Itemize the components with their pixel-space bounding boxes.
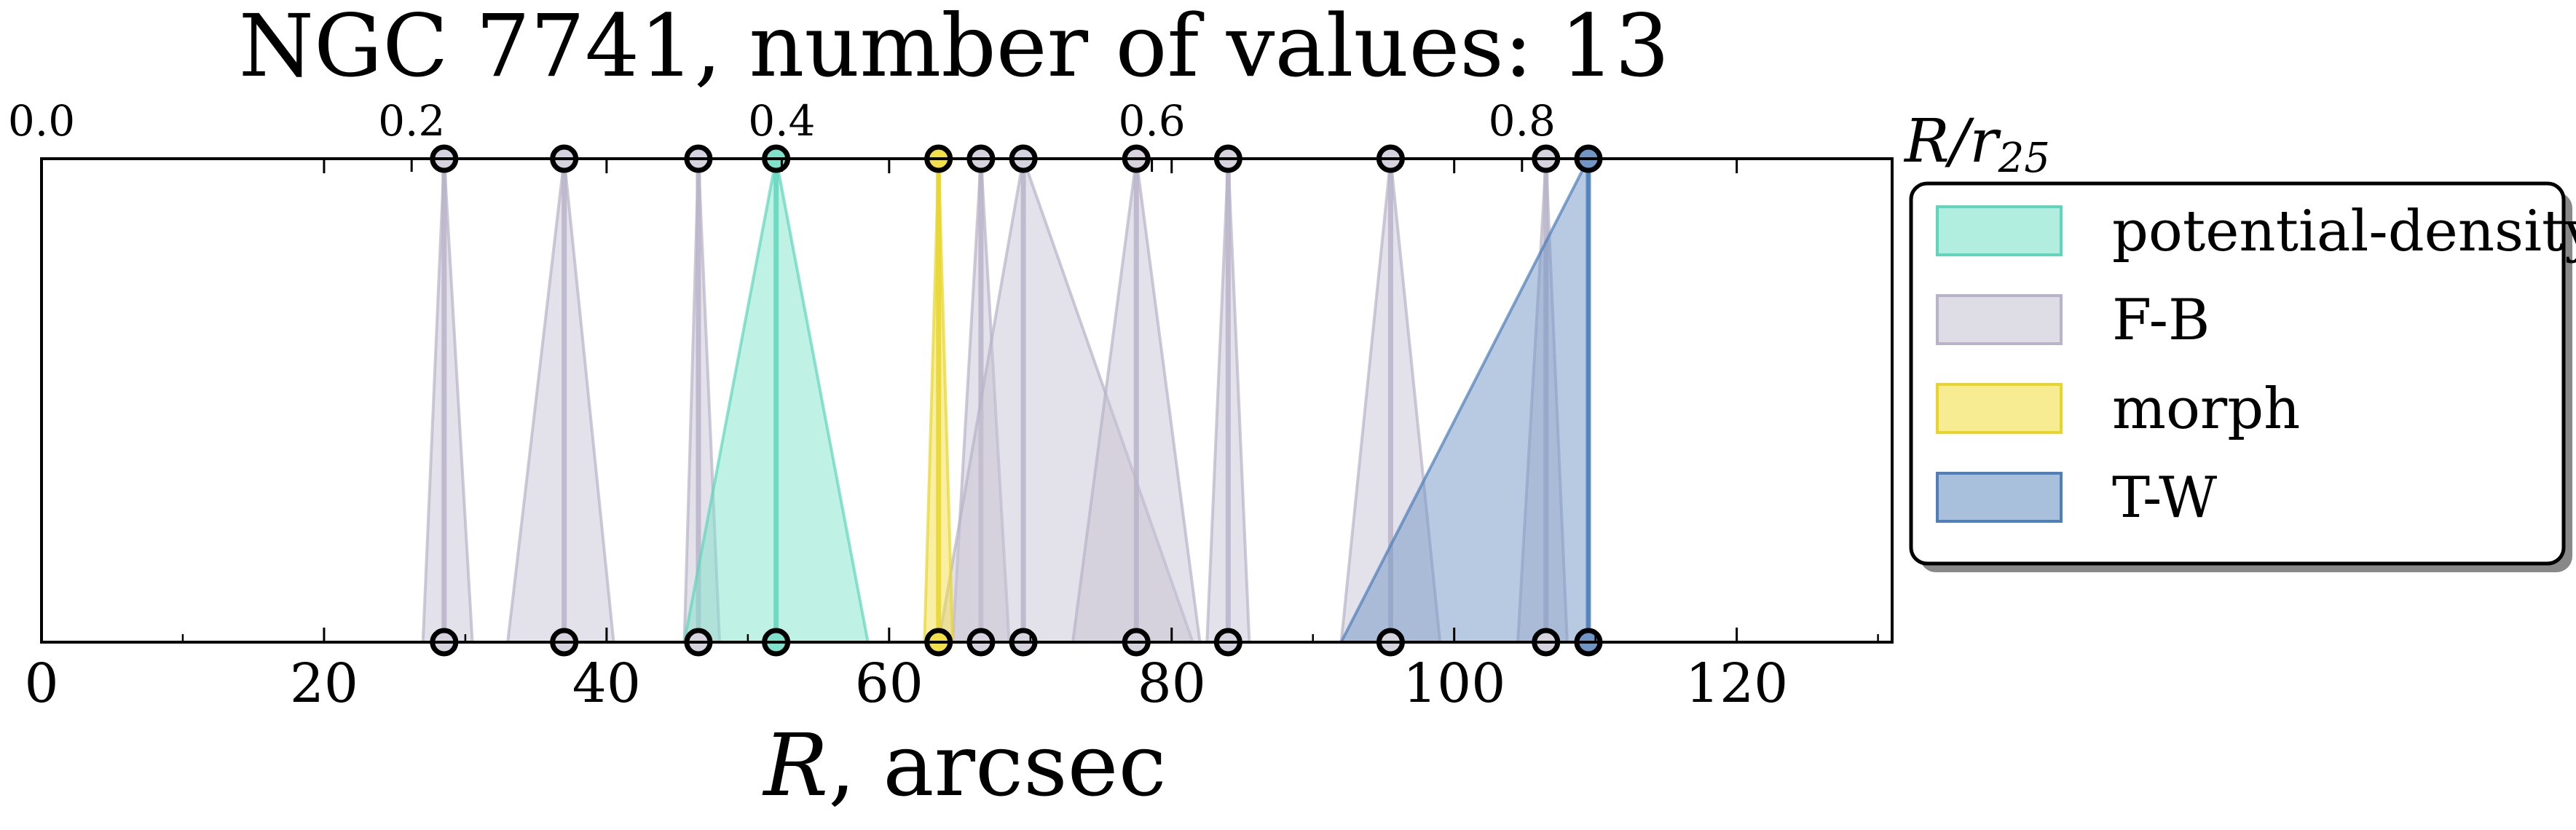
- top-axis-label-sub: 25: [1998, 135, 2050, 182]
- top-tick-label-4: 0.8: [1489, 96, 1556, 146]
- legend-swatch-f-b: [1936, 294, 2063, 345]
- top-axis-label: R/r25: [1903, 107, 2050, 182]
- legend-label-potential-density: potential-density: [2112, 199, 2576, 264]
- x-axis-label-symbol: R: [762, 715, 828, 815]
- top-tick-label-0: 0.0: [8, 96, 75, 146]
- legend-swatch-t-w: [1936, 472, 2063, 523]
- top-tick-label-2: 0.4: [748, 96, 815, 146]
- series-layer: [42, 153, 1892, 644]
- x-tick-label-6: 120: [1685, 652, 1788, 715]
- axes-layer: 0 20 40 60 80 100 120 0.0 0.2 0.4 0.6 0.8: [8, 96, 1894, 715]
- legend-label-t-w: T-W: [2112, 465, 2217, 531]
- top-tick-label-1: 0.2: [378, 96, 445, 146]
- x-tick-label-1: 20: [290, 652, 358, 715]
- top-tick-label-3: 0.6: [1118, 96, 1185, 146]
- x-axis-label: R, arcsec: [762, 715, 1166, 815]
- legend-label-morph: morph: [2112, 376, 2300, 442]
- legend-swatch-potential-density: [1936, 205, 2063, 256]
- x-axis-label-unit: , arcsec: [828, 715, 1166, 815]
- x-tick-label-0: 0: [24, 652, 58, 715]
- top-axis-label-main: R/r: [1903, 107, 2001, 176]
- x-tick-label-4: 80: [1138, 652, 1206, 715]
- x-tick-label-2: 40: [572, 652, 641, 715]
- legend-frame: [1909, 181, 2566, 566]
- plot-frame: [40, 157, 1894, 644]
- x-tick-label-3: 60: [855, 652, 923, 715]
- chart-title: NGC 7741, number of values: 13: [239, 0, 1670, 96]
- legend-swatch-morph: [1936, 383, 2063, 434]
- legend-items: potential-density F-B morph T-W: [1936, 199, 2576, 531]
- x-tick-label-5: 100: [1403, 652, 1505, 715]
- legend: potential-density F-B morph T-W: [1909, 181, 2576, 572]
- legend-label-f-b: F-B: [2112, 288, 2210, 353]
